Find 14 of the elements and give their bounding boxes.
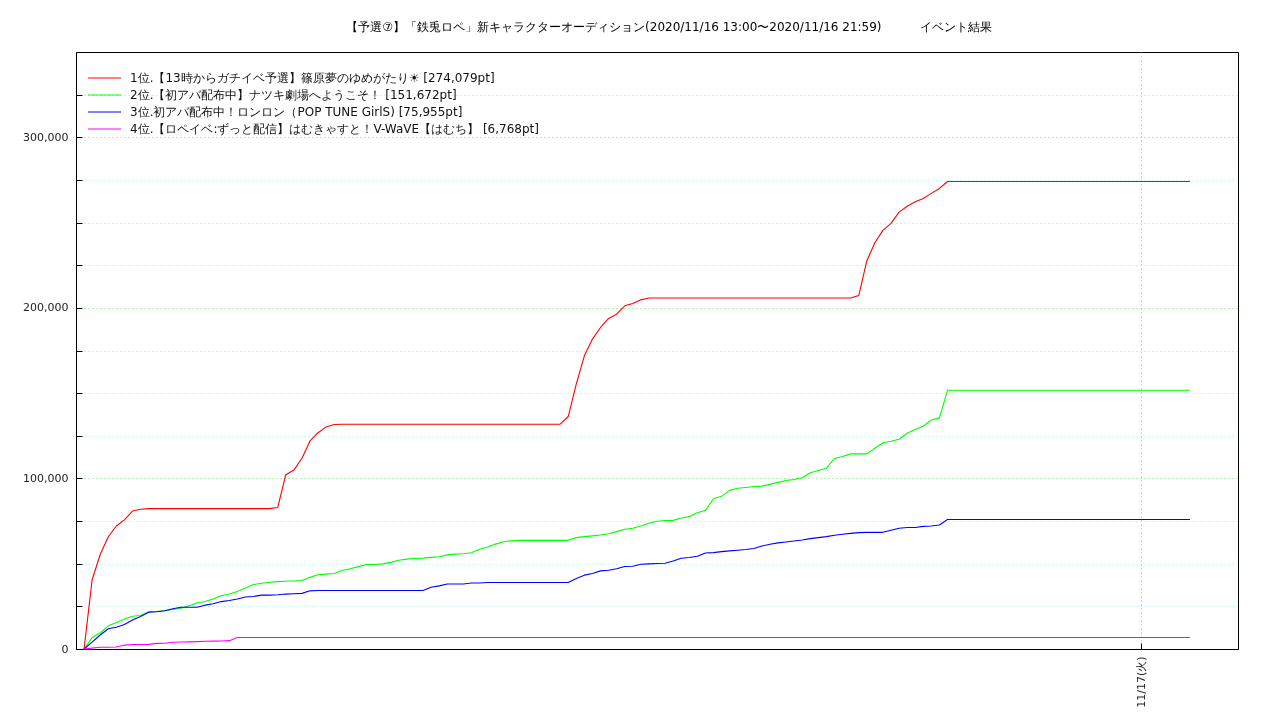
- line-series: [83, 389, 1191, 650]
- y-tick-label: 300,000: [23, 130, 69, 144]
- legend-label: 1位.【13時からガチイベ予選】篠原夢のゆめがたり☀ [274,079pt]: [130, 71, 495, 85]
- y-tick-label: 100,000: [23, 471, 69, 485]
- line-series: [83, 518, 1191, 650]
- chart-title: 【予選⑦】「鉄兎ロペ」新キャラクターオーディション(2020/11/16 13:00〜2020/11/16 21:59) イベント結果: [346, 20, 992, 34]
- line-series: [83, 180, 1191, 650]
- x-tick-label: 11/17(火): [1134, 656, 1148, 708]
- legend-label: 4位.【ロペイベ:ずっと配信】はむきゃすと！V-WaVE【はむち】 [6,768pt]: [130, 122, 539, 136]
- legend-label: 3位.初アバ配布中！ロンロン（POP TUNE GirlS) [75,955pt]: [130, 105, 463, 119]
- line-series: [83, 636, 1191, 650]
- y-tick-label: 0: [61, 642, 69, 656]
- y-tick-label: 200,000: [23, 301, 69, 315]
- legend-label: 2位.【初アバ配布中】ナツキ劇場へようこそ！ [151,672pt]: [130, 88, 457, 102]
